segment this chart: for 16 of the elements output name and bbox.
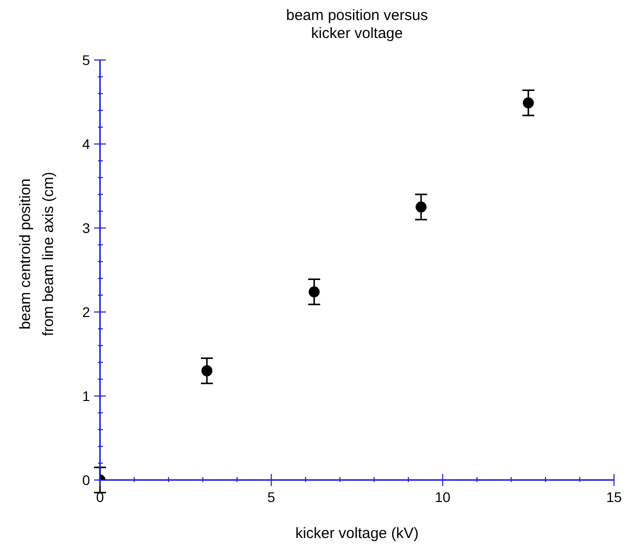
y-tick-label: 2 <box>82 304 90 320</box>
point <box>308 286 320 298</box>
point <box>416 202 427 212</box>
y-tick-label: 3 <box>82 220 90 236</box>
y-tick-label: 0 <box>82 472 90 488</box>
point <box>522 97 534 108</box>
y-tick-label: 4 <box>82 136 90 152</box>
x-tick-label: 15 <box>606 489 622 505</box>
y-axis-title: beam centroid position from beam line axis (cm) <box>17 172 57 336</box>
point <box>201 365 212 376</box>
x-tick-label: 10 <box>434 489 451 505</box>
y-tick-label: 1 <box>82 388 90 404</box>
y-tick-label: 5 <box>82 52 90 68</box>
chart-title: beam position versus kicker voltage <box>286 7 428 42</box>
x-axis-title: kicker voltage (kV) <box>295 525 419 542</box>
x-tick-label: 5 <box>267 489 276 505</box>
